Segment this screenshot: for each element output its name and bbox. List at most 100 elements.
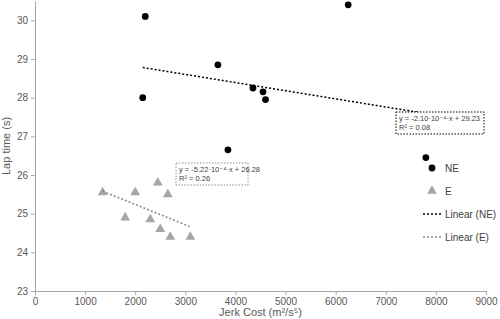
axis-line [36,291,487,292]
tick-mark [35,291,36,295]
tick-label: 9000 [475,296,498,307]
legend-swatch [423,213,441,215]
chart: 0100020003000400050006000700080009000232… [0,0,500,319]
tick-label: 28 [17,92,29,103]
tick: 30 [17,15,35,26]
tick: 6000 [325,291,348,307]
annotation: y = -5.22·10⁻⁴·x + 26.28R² = 0.26 [176,163,260,185]
plot-area: 0100020003000400050006000700080009000232… [17,1,498,307]
tick: 9000 [475,291,498,307]
point [120,212,130,221]
tick-label: 29 [17,54,29,65]
tick: 27 [17,131,35,142]
tick-label: 26 [17,170,29,181]
point [155,223,165,232]
legend-label: NE [445,163,459,174]
tick-mark [386,291,387,295]
point [262,96,269,103]
tick-mark [185,291,186,295]
tick-mark [486,291,487,295]
tick-label: 0 [33,296,39,307]
legend-item: E [427,185,452,197]
x-axis: 0 1000 2000 3000 4000 5000 6000 7000 8000 9000 [33,291,498,307]
y-axis: 23 24 25 26 27 28 29 30 [17,2,36,297]
point [422,154,429,161]
legend-label: Linear (NE) [445,209,496,220]
tick: 1000 [74,291,97,307]
tick-mark [85,291,86,295]
point [185,231,195,240]
point [345,1,352,8]
x-axis-title: Jerk Cost (m²/s⁵) [219,306,302,318]
tick-mark [235,291,236,295]
tick: 8000 [425,291,448,307]
point [98,187,108,196]
tick-label: 7000 [375,296,398,307]
tick: 0 [33,291,39,307]
tick-mark [31,252,35,253]
tick-mark [31,98,35,99]
tick-label: 8000 [425,296,448,307]
point [163,189,173,198]
tick-mark [135,291,136,295]
tick-mark [336,291,337,295]
point [215,61,222,68]
legend-label: Linear (E) [445,232,489,243]
annotation-box [396,112,484,134]
annotation-text: R² = 0.26 [179,174,210,183]
tick: 28 [17,92,35,103]
marks [98,1,430,239]
point [145,214,155,223]
tick-label: 24 [17,247,29,258]
tick: 4000 [225,291,248,307]
tick: 7000 [375,291,398,307]
point [139,94,146,101]
axis-line [35,2,36,292]
tick-mark [31,291,35,292]
tick-mark [31,20,35,21]
legend-swatch [427,185,437,194]
tick-label: 1000 [74,296,97,307]
tick-mark [436,291,437,295]
y-axis-title: Lap time (s) [0,117,12,175]
tick-label: 25 [17,208,29,219]
tick-mark [31,175,35,176]
tick-label: 6000 [325,296,348,307]
annotation: y = -2.10·10⁻⁴·x + 29.23R² = 0.08 [396,112,484,134]
point [225,146,232,153]
tick: 29 [17,54,35,65]
tick-label: 23 [17,286,29,297]
trend-line [103,191,191,227]
tick-label: 3000 [175,296,198,307]
tick-mark [31,59,35,60]
tick-label: 27 [17,131,29,142]
legend-item: Linear (NE) [423,209,496,220]
tick: 26 [17,170,35,181]
legend-swatch [429,165,436,172]
tick-label: 2000 [125,296,148,307]
tick-mark [286,291,287,295]
tick: 5000 [275,291,298,307]
legend-swatch [423,236,441,238]
tick: 23 [17,286,35,297]
tick: 2000 [125,291,148,307]
legend-item: NE [429,163,460,174]
point [142,13,149,20]
point [165,231,175,240]
point [260,88,267,95]
annotation-text: R² = 0.08 [399,123,430,132]
tick: 24 [17,247,35,258]
tick-mark [31,136,35,137]
annotation-text: y = -2.10·10⁻⁴·x + 29.23 [399,114,480,123]
tick-label: 30 [17,15,29,26]
point [153,177,163,186]
tick-mark [31,214,35,215]
trend-line [143,68,426,114]
tick: 3000 [175,291,198,307]
legend-item: Linear (E) [423,232,489,243]
annotation-text: y = -5.22·10⁻⁴·x + 26.28 [179,165,260,174]
point [130,187,140,196]
tick: 25 [17,208,35,219]
legend-label: E [445,186,452,197]
legend: NE E Linear (NE) Linear (E) [423,163,496,243]
